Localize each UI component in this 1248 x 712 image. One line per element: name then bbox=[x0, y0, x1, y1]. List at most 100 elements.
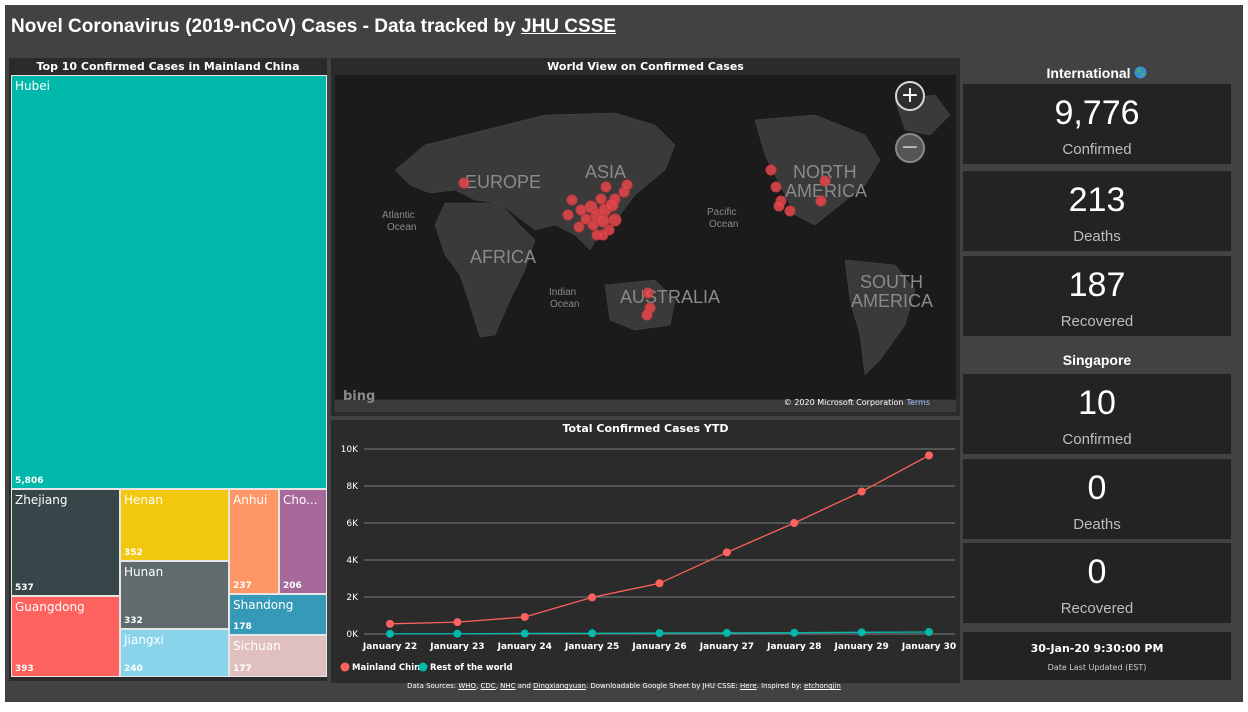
treemap-tile-jiangxi[interactable]: Jiangxi 240 bbox=[120, 629, 229, 677]
case-bubble[interactable] bbox=[597, 229, 609, 241]
data-point bbox=[722, 628, 731, 637]
footer-sep: , bbox=[476, 682, 481, 690]
footer-link-dingxiangyuan[interactable]: Dingxiangyuan bbox=[533, 682, 586, 690]
map-copyright: © 2020 Microsoft Corporation bbox=[783, 398, 904, 407]
kpi-value: 10 bbox=[1078, 384, 1116, 422]
data-point bbox=[857, 628, 866, 637]
treemap-tile-hubei[interactable]: Hubei 5,806 bbox=[11, 75, 327, 489]
data-point bbox=[655, 629, 664, 638]
map-title: World View on Confirmed Cases bbox=[547, 60, 744, 73]
tile-name: Shandong bbox=[233, 598, 294, 612]
data-point bbox=[386, 629, 394, 638]
label-pacific-2: Ocean bbox=[709, 219, 738, 230]
case-bubble[interactable] bbox=[573, 221, 585, 233]
footer-link-author[interactable]: etchongjin bbox=[804, 682, 841, 690]
treemap-tile-guangdong[interactable]: Guangdong 393 bbox=[11, 596, 120, 677]
kpi-label: Confirmed bbox=[1062, 431, 1132, 448]
line-chart-title: Total Confirmed Cases YTD bbox=[562, 422, 729, 435]
case-bubble[interactable] bbox=[770, 181, 782, 193]
y-tick-label: 0K bbox=[346, 630, 359, 640]
case-bubble[interactable] bbox=[815, 195, 827, 207]
kpi-label: Confirmed bbox=[1062, 141, 1132, 158]
land-masses bbox=[335, 94, 956, 412]
tile-name: Sichuan bbox=[233, 639, 281, 653]
case-bubble[interactable] bbox=[458, 177, 470, 189]
kpi-value: 187 bbox=[1068, 266, 1126, 304]
zoom-in-button[interactable]: + bbox=[895, 81, 925, 111]
footer-link-who[interactable]: WHO bbox=[458, 682, 477, 690]
case-bubbles[interactable] bbox=[458, 164, 831, 321]
x-tick-label: January 27 bbox=[699, 642, 754, 652]
tile-value: 206 bbox=[283, 581, 302, 591]
case-bubble[interactable] bbox=[819, 175, 831, 187]
case-bubble[interactable] bbox=[608, 213, 622, 227]
case-bubble[interactable] bbox=[595, 193, 607, 205]
data-point bbox=[588, 629, 597, 638]
treemap-title: Top 10 Confirmed Cases in Mainland China bbox=[36, 60, 300, 73]
case-bubble[interactable] bbox=[575, 204, 587, 216]
legend-marker bbox=[418, 662, 428, 672]
line-chart: 0K 2K 4K 6K 8K 10K January 22 January 23 January… bbox=[340, 445, 956, 673]
treemap-tile-anhui[interactable]: Anhui 237 bbox=[229, 489, 279, 594]
case-bubble[interactable] bbox=[580, 213, 592, 225]
line-chart-panel: Total Confirmed Cases YTD 0K 2K 4K 6K 8K 10K J… bbox=[331, 420, 960, 683]
series-line bbox=[389, 454, 930, 625]
label-asia: ASIA bbox=[585, 162, 626, 182]
case-bubble[interactable] bbox=[605, 198, 619, 212]
world-map[interactable]: EUROPE ASIA AFRICA AUSTRALIA NORTH AMERI… bbox=[335, 75, 956, 412]
singapore-deaths-card: 0 Deaths bbox=[963, 459, 1231, 539]
x-tick-label: January 26 bbox=[631, 642, 686, 652]
treemap-tile-shandong[interactable]: Shandong 178 bbox=[229, 594, 327, 635]
y-tick-label: 10K bbox=[341, 445, 359, 455]
last-updated-label: Date Last Updated (EST) bbox=[1047, 663, 1147, 672]
label-australia: AUSTRALIA bbox=[620, 287, 720, 307]
tile-value: 237 bbox=[233, 581, 252, 591]
footer-link-cdc[interactable]: CDC bbox=[480, 682, 496, 690]
case-bubble[interactable] bbox=[642, 287, 654, 299]
data-point bbox=[453, 618, 462, 627]
label-indian-1: Indian bbox=[549, 287, 576, 298]
kpi-label: Recovered bbox=[1060, 600, 1134, 617]
case-bubble[interactable] bbox=[587, 219, 599, 231]
y-tick-label: 4K bbox=[346, 556, 359, 566]
footer-link-nhc[interactable]: NHC bbox=[500, 682, 516, 690]
map-terms-link[interactable]: Terms bbox=[906, 398, 930, 407]
case-bubble[interactable] bbox=[621, 179, 633, 191]
data-point bbox=[520, 612, 529, 621]
treemap-tile-zhejiang[interactable]: Zhejiang 537 bbox=[11, 489, 120, 596]
label-africa: AFRICA bbox=[470, 247, 536, 267]
x-tick-label: January 23 bbox=[429, 642, 484, 652]
treemap-tile-sichuan[interactable]: Sichuan 177 bbox=[229, 635, 327, 677]
x-tick-label: January 28 bbox=[766, 642, 821, 652]
kpi-label: Deaths bbox=[1073, 516, 1121, 533]
data-point bbox=[925, 627, 933, 636]
treemap-tile-chongqing[interactable]: Cho... 206 bbox=[279, 489, 327, 594]
tile-name: Zhejiang bbox=[15, 493, 68, 507]
treemap-tile-henan[interactable]: Henan 352 bbox=[120, 489, 229, 561]
tile-name: Henan bbox=[124, 493, 163, 507]
case-bubble[interactable] bbox=[765, 164, 777, 176]
case-bubble[interactable] bbox=[641, 309, 653, 321]
footer-link-here[interactable]: Here bbox=[740, 682, 757, 690]
kpi-value: 0 bbox=[1087, 553, 1107, 591]
tile-name: Jiangxi bbox=[124, 633, 164, 647]
world-map-canvas: EUROPE ASIA AFRICA AUSTRALIA NORTH AMERI… bbox=[335, 94, 956, 412]
case-bubble[interactable] bbox=[566, 194, 578, 206]
case-bubble[interactable] bbox=[600, 181, 612, 193]
x-tick-label: January 22 bbox=[362, 642, 417, 652]
treemap-tile-hunan[interactable]: Hunan 332 bbox=[120, 561, 229, 629]
case-bubble[interactable] bbox=[773, 200, 785, 212]
data-point bbox=[857, 487, 866, 496]
case-bubble[interactable] bbox=[562, 209, 574, 221]
footer-prefix: Data Sources: bbox=[407, 682, 459, 690]
land-south-america bbox=[844, 259, 916, 376]
kpi-label: Recovered bbox=[1060, 313, 1134, 330]
data-point bbox=[453, 629, 462, 638]
map-attribution: © 2020 Microsoft Corporation Terms bbox=[784, 398, 930, 407]
zoom-out-button[interactable]: − bbox=[895, 133, 925, 163]
jhu-csse-link[interactable]: JHU CSSE bbox=[521, 16, 617, 37]
case-bubble[interactable] bbox=[784, 205, 796, 217]
kpi-value: 9,776 bbox=[1054, 94, 1140, 132]
data-point bbox=[655, 579, 664, 588]
singapore-recovered-card: 0 Recovered bbox=[963, 543, 1231, 623]
